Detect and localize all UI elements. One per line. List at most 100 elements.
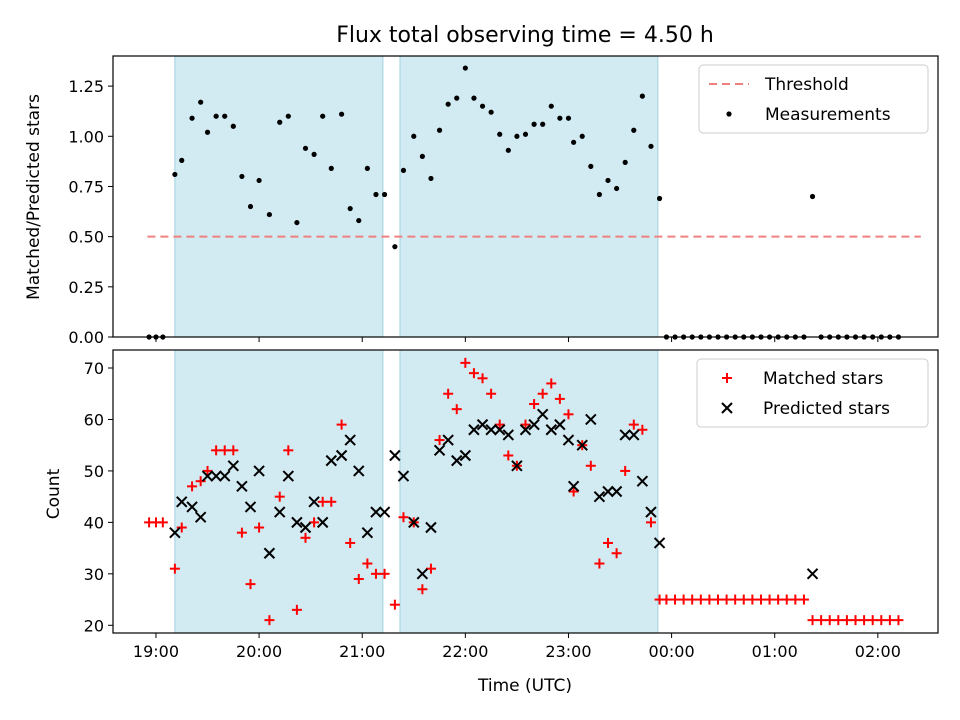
- predicted-star-point-b: [567, 480, 580, 493]
- predicted-star-point-b: [325, 454, 337, 467]
- predicted-star-point-b: [468, 424, 480, 436]
- predicted-star-point: [554, 418, 566, 431]
- measurement-point: [605, 177, 611, 184]
- measurement-point: [400, 167, 407, 174]
- x-axis-label: Time (UTC): [477, 676, 572, 696]
- matched-star-point: [628, 419, 639, 430]
- predicted-star-point: [511, 460, 523, 472]
- predicted-star-point-b: [645, 506, 657, 518]
- matched-star-point: [816, 615, 827, 626]
- predicted-star-point: [562, 434, 575, 446]
- matched-star-point: [202, 465, 213, 476]
- predicted-star-point-b: [451, 454, 463, 467]
- predicted-star-point-b: [519, 424, 532, 436]
- chart-title: Flux total observing time = 4.50 h: [336, 23, 714, 48]
- matched-star-point: [460, 357, 471, 368]
- predicted-star-point: [536, 408, 549, 421]
- matched-star-point: [645, 517, 656, 528]
- predicted-star-point-b: [593, 490, 606, 503]
- predicted-star-point-b: [494, 424, 506, 436]
- measurement-point: [557, 115, 563, 121]
- predicted-star-point-b: [528, 418, 540, 431]
- x-tick-label: 20:00: [236, 642, 282, 661]
- predicted-star-point: [628, 429, 640, 441]
- predicted-star-point: [263, 547, 276, 559]
- predicted-star-point-b: [554, 418, 566, 431]
- predicted-star-point: [619, 429, 631, 441]
- measurement-point: [373, 191, 379, 198]
- matched-star-point: [336, 419, 347, 430]
- matched-star-point: [187, 481, 198, 492]
- matched-star-point: [529, 399, 540, 410]
- predicted-star-point: [433, 444, 446, 457]
- matched-star-point: [721, 594, 732, 605]
- measurement-point: [548, 103, 554, 109]
- measurement-point: [328, 165, 334, 171]
- matched-star-point: [379, 568, 390, 579]
- measurement-point: [462, 65, 468, 71]
- predicted-star-point-b: [236, 480, 248, 493]
- matched-star-point: [425, 563, 436, 574]
- predicted-star-point-b: [425, 521, 437, 534]
- predicted-star-point: [291, 516, 303, 529]
- matched-star-point: [494, 419, 505, 430]
- predicted-star-point-b: [408, 516, 420, 529]
- legend-predicted-stars-swatch-b: [721, 402, 733, 414]
- predicted-star-point: [325, 454, 337, 467]
- predicted-star-point: [194, 511, 207, 523]
- matched-star-point: [362, 558, 373, 569]
- predicted-star-point-b: [653, 537, 666, 549]
- predicted-star-point: [186, 501, 198, 513]
- predicted-star-point-b: [485, 424, 497, 436]
- matched-star-point: [867, 615, 878, 626]
- predicted-star-point-b: [416, 568, 429, 580]
- bottom-y-tick-label: 70: [84, 359, 104, 378]
- predicted-star-point-b: [253, 465, 265, 477]
- predicted-star-point-b: [176, 496, 188, 508]
- measurement-point: [189, 115, 195, 121]
- bottom-shaded-interval: [174, 350, 383, 633]
- matched-star-point: [764, 594, 775, 605]
- measurement-point: [247, 203, 254, 210]
- bottom-legend-box: [696, 358, 929, 428]
- predicted-star-point: [169, 526, 181, 539]
- predicted-star-point: [344, 434, 356, 446]
- predicted-star-point: [299, 521, 312, 534]
- predicted-star-point-b: [442, 434, 454, 446]
- top-y-tick-label: 0.25: [68, 278, 104, 297]
- matched-star-point: [884, 615, 895, 626]
- predicted-star-point-b: [186, 501, 198, 513]
- measurement-point: [320, 113, 326, 119]
- predicted-star-point: [370, 506, 382, 518]
- measurement-point: [622, 159, 628, 165]
- measurement-point: [198, 99, 204, 105]
- predicted-star-point: [389, 449, 401, 462]
- predicted-star-point-b: [361, 526, 374, 539]
- predicted-star-point: [219, 470, 231, 482]
- measurement-point: [347, 205, 353, 212]
- predicted-star-point-b: [335, 449, 348, 462]
- measurement-point: [579, 133, 585, 139]
- measurement-point: [256, 177, 262, 184]
- matched-star-point: [537, 388, 548, 399]
- predicted-star-point: [335, 449, 348, 462]
- predicted-star-point-b: [619, 429, 631, 441]
- matched-star-point: [824, 615, 835, 626]
- legend-matched-stars-label: Matched stars: [763, 369, 883, 389]
- predicted-star-point: [274, 506, 286, 518]
- measurement-point: [364, 165, 370, 171]
- predicted-star-point: [408, 516, 420, 529]
- predicted-star-point-b: [610, 485, 623, 498]
- measurement-point: [213, 113, 219, 119]
- matched-star-point: [859, 615, 870, 626]
- matched-star-point: [264, 615, 275, 626]
- measurement-point: [809, 193, 816, 200]
- predicted-star-point: [361, 526, 374, 539]
- legend-predicted-stars-swatch: [721, 402, 733, 414]
- matched-star-point: [755, 594, 766, 605]
- matched-star-point: [477, 373, 488, 384]
- bottom-plot-frame: [112, 349, 939, 634]
- matched-star-point: [568, 486, 579, 497]
- matched-star-point: [176, 522, 187, 533]
